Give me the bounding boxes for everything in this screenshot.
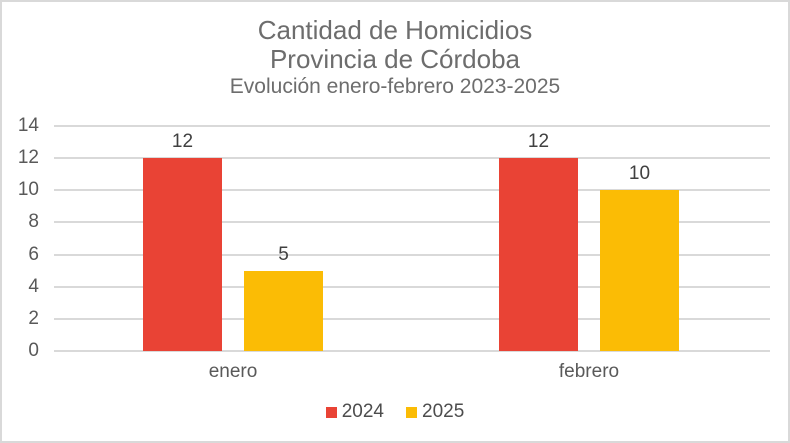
bar-2024-enero <box>143 158 222 351</box>
legend: 2024 2025 <box>2 401 788 423</box>
chart-subtitle: Provincia de Córdoba <box>269 44 521 74</box>
chart-subtitle-2: Evolución enero-febrero 2023-2025 <box>229 75 561 98</box>
y-tick-label: 10 <box>17 179 39 201</box>
gridline <box>54 221 770 224</box>
gridline <box>54 317 770 320</box>
category-label-enero: enero <box>208 361 258 382</box>
y-tick-label: 2 <box>28 307 39 329</box>
gridline <box>54 285 770 288</box>
legend-swatch-2025-icon <box>406 406 417 418</box>
legend-label-2024: 2024 <box>341 401 384 422</box>
legend-item-2025: 2025 <box>406 401 464 423</box>
y-tick-label: 4 <box>28 275 39 297</box>
value-label-2025-febrero: 10 <box>628 163 651 185</box>
value-label-2025-enero: 5 <box>278 243 289 265</box>
legend-item-2024: 2024 <box>325 401 384 423</box>
value-label-2024-febrero: 12 <box>527 131 550 153</box>
gridline <box>54 157 770 160</box>
bar-2024-febrero <box>499 158 578 351</box>
y-tick-label: 8 <box>28 211 39 233</box>
y-tick-label: 14 <box>17 115 39 136</box>
chart-title: Cantidad de Homicidios <box>257 15 533 45</box>
chart-title-block: Cantidad de Homicidios Provincia de Córd… <box>2 16 788 99</box>
gridline <box>54 189 770 192</box>
y-tick-label: 6 <box>28 243 39 265</box>
y-tick-label: 12 <box>17 147 39 169</box>
bar-2025-enero <box>244 270 323 351</box>
legend-swatch-2024-icon <box>325 406 337 418</box>
y-tick-label: 0 <box>28 340 39 361</box>
value-label-2024-enero: 12 <box>171 131 194 153</box>
plot-area: 12 5 12 10 <box>54 125 770 352</box>
gridline <box>54 350 770 352</box>
gridline <box>54 253 770 256</box>
category-label-febrero: febrero <box>558 361 620 382</box>
legend-label-2025: 2025 <box>422 401 465 422</box>
bar-2025-febrero <box>600 190 679 351</box>
gridline <box>54 125 770 127</box>
